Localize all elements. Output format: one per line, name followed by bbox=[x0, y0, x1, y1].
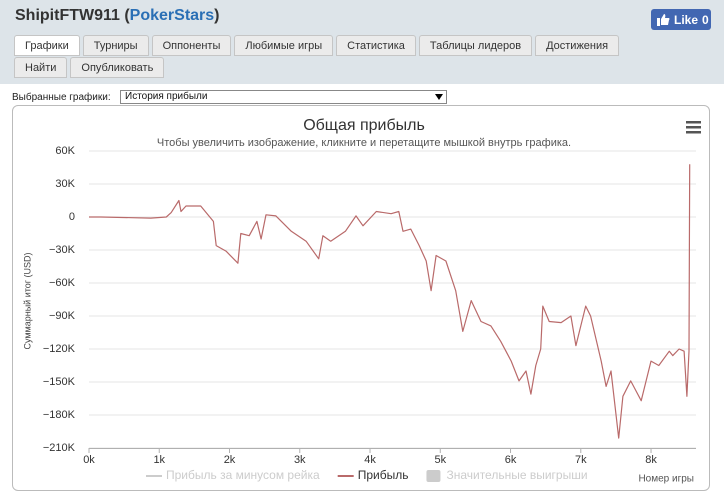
chart-selector[interactable]: История прибыли bbox=[120, 90, 447, 104]
x-tick-label: 7k bbox=[575, 454, 587, 466]
chart-subtitle: Чтобы увеличить изображение, кликните и … bbox=[157, 137, 571, 149]
y-tick-label: −30K bbox=[49, 244, 76, 256]
menu-icon[interactable] bbox=[686, 121, 701, 134]
y-tick-label: −210K bbox=[43, 442, 76, 454]
y-tick-label: −120K bbox=[43, 343, 76, 355]
selector-value: История прибыли bbox=[125, 91, 208, 102]
x-tick-label: 0k bbox=[83, 454, 95, 466]
x-axis-label: Номер игры bbox=[638, 474, 694, 485]
like-count: 0 bbox=[702, 12, 709, 27]
tab[interactable]: Графики bbox=[14, 35, 80, 56]
legend-swatch bbox=[426, 470, 441, 482]
x-tick-label: 6k bbox=[505, 454, 517, 466]
legend-label: Прибыль bbox=[358, 468, 409, 482]
like-label: Like bbox=[674, 12, 699, 27]
like-icon bbox=[657, 14, 670, 26]
tabs: Графики Турниры Оппоненты Любимые игры Стати… bbox=[14, 35, 634, 78]
x-tick-label: 4k bbox=[364, 454, 376, 466]
tab[interactable]: Опубликовать bbox=[70, 57, 165, 78]
chart: Общая прибыль Чтобы увеличить изображени… bbox=[22, 117, 701, 485]
y-tick-label: 60K bbox=[55, 145, 75, 157]
site-link[interactable]: PokerStars bbox=[129, 7, 215, 24]
tab[interactable]: Таблицы лидеров bbox=[418, 35, 533, 56]
x-tick-label: 8k bbox=[645, 454, 657, 466]
tab[interactable]: Турниры bbox=[82, 35, 149, 56]
y-tick-label: −150K bbox=[43, 376, 76, 388]
profit-line bbox=[89, 164, 691, 439]
player-title: ShipitFTW911 (PokerStars) bbox=[15, 7, 220, 25]
y-tick-label: −60K bbox=[49, 277, 76, 289]
legend-item[interactable]: Значительные выигрыши bbox=[426, 468, 588, 482]
tab[interactable]: Найти bbox=[14, 57, 68, 78]
x-tick-label: 5k bbox=[434, 454, 446, 466]
selector-label: Выбранные графики: bbox=[12, 92, 111, 103]
like-button[interactable]: Like 0 bbox=[651, 9, 711, 30]
paren: ) bbox=[214, 7, 220, 24]
y-axis-label: Суммарный итог (USD) bbox=[22, 252, 32, 349]
legend-label: Значительные выигрыши bbox=[446, 468, 587, 482]
x-tick-label: 3k bbox=[294, 454, 306, 466]
tab[interactable]: Оппоненты bbox=[151, 35, 232, 56]
tab[interactable]: Статистика bbox=[336, 35, 416, 56]
legend-item[interactable]: Прибыль bbox=[337, 468, 409, 482]
x-tick-label: 1k bbox=[153, 454, 165, 466]
tab[interactable]: Любимые игры bbox=[234, 35, 334, 56]
y-tick-label: 0 bbox=[69, 211, 75, 223]
legend: Прибыль за минусом рейка Прибыль Значитель… bbox=[146, 468, 588, 482]
chart-box: Общая прибыль Чтобы увеличить изображени… bbox=[12, 105, 710, 491]
player-name: ShipitFTW911 ( bbox=[15, 7, 130, 24]
dropdown-arrow bbox=[435, 94, 443, 100]
x-tick-label: 2k bbox=[224, 454, 236, 466]
chart-title: Общая прибыль bbox=[303, 117, 425, 134]
tab[interactable]: Достижения bbox=[535, 35, 620, 56]
y-tick-label: 30K bbox=[55, 178, 75, 190]
y-tick-label: −90K bbox=[49, 310, 76, 322]
legend-item[interactable]: Прибыль за минусом рейка bbox=[146, 468, 320, 482]
y-tick-label: −180K bbox=[43, 409, 76, 421]
legend-label: Прибыль за минусом рейка bbox=[166, 468, 320, 482]
